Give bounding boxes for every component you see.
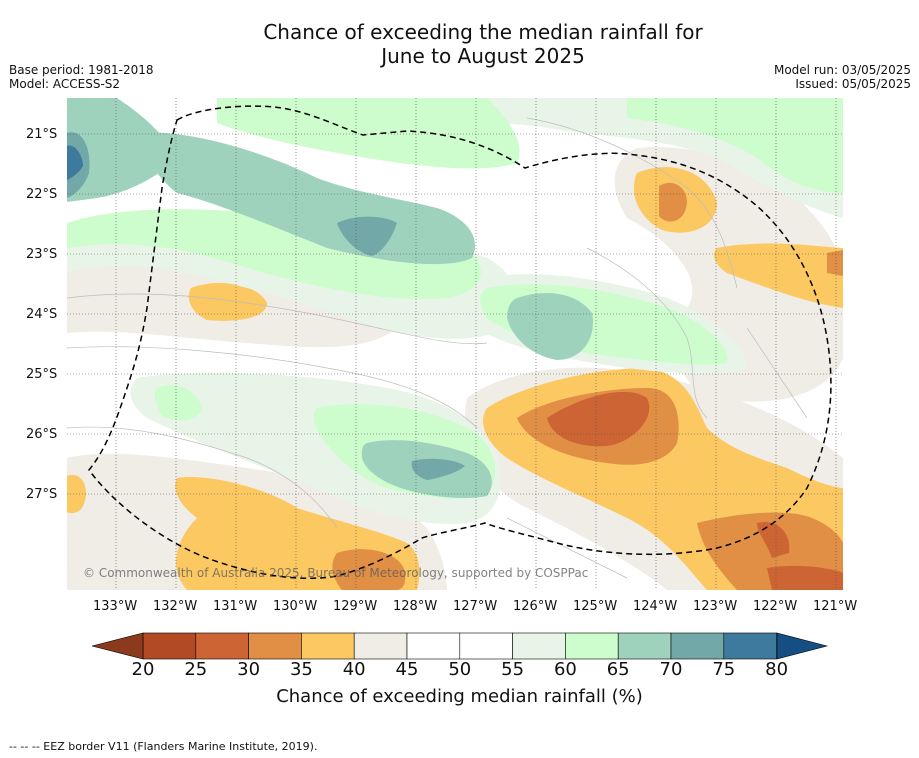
lon-label: 132°W: [153, 599, 198, 614]
lon-label: 124°W: [633, 599, 678, 614]
eez-footnote: -- -- -- EEZ border V11 (Flanders Marine…: [9, 740, 318, 753]
colorbar-segment: [195, 632, 249, 660]
lat-label: 27°S: [26, 487, 58, 502]
colorbar-tick-label: 70: [659, 659, 683, 680]
colorbar-segment: [512, 632, 566, 660]
graticule: [67, 98, 843, 590]
colorbar-left-arrow: [91, 632, 144, 660]
colorbar-segment: [406, 632, 461, 660]
title-line-2: June to August 2025: [381, 44, 585, 68]
lat-label: 22°S: [26, 187, 58, 202]
model-run-label: Model run: 03/05/2025: [773, 63, 911, 77]
colorbar-tick-label: 30: [237, 659, 261, 680]
colorbar-tick-label: 45: [395, 659, 419, 680]
colorbar-segments: [142, 632, 777, 660]
meta-left: Base period: 1981-2018 Model: ACCESS-S2: [9, 63, 154, 91]
colorbar-right-arrow: [776, 632, 829, 660]
colorbar-tick-label: 20: [131, 659, 155, 680]
colorbar-tick-label: 40: [342, 659, 366, 680]
lon-label: 123°W: [693, 599, 738, 614]
colorbar-tick-label: 50: [448, 659, 472, 680]
colorbar-segment: [353, 632, 408, 660]
lon-label: 122°W: [753, 599, 798, 614]
colorbar-tick-label: 60: [553, 659, 577, 680]
colorbar-segment: [459, 632, 513, 660]
lon-label: 128°W: [393, 599, 438, 614]
chart-title: Chance of exceeding the median rainfall …: [0, 20, 919, 68]
rainfall-map: [67, 98, 843, 590]
colorbar-tick-label: 25: [184, 659, 208, 680]
colorbar-segment: [670, 632, 725, 660]
colorbar-tick-label: 35: [289, 659, 313, 680]
lat-label: 24°S: [26, 307, 58, 322]
zone-30-deep-orange: [547, 391, 843, 590]
zone-80-blue: [67, 145, 83, 180]
colorbar: [91, 632, 829, 660]
lat-label: 25°S: [26, 367, 58, 382]
lon-label: 126°W: [513, 599, 558, 614]
colorbar-tick-label: 65: [606, 659, 630, 680]
copyright-text: © Commonwealth of Australia 2025, Bureau…: [83, 566, 589, 580]
lon-label: 127°W: [453, 599, 498, 614]
lat-label: 26°S: [26, 427, 58, 442]
model-label: Model: ACCESS-S2: [9, 77, 121, 91]
lon-label: 133°W: [93, 599, 138, 614]
lon-label: 131°W: [213, 599, 258, 614]
colorbar-segment: [565, 632, 619, 660]
lat-label: 23°S: [26, 247, 58, 262]
colorbar-title: Chance of exceeding median rainfall (%): [276, 686, 643, 707]
eez-border: [88, 105, 832, 579]
colorbar-segment: [248, 632, 302, 660]
lon-label: 130°W: [273, 599, 318, 614]
base-period-label: Base period: 1981-2018: [9, 63, 154, 77]
lon-label: 125°W: [573, 599, 618, 614]
map-panel: [67, 98, 843, 590]
colorbar-tick-label: 55: [501, 659, 525, 680]
colorbar-tick-label: 80: [765, 659, 789, 680]
colorbar-segment: [617, 632, 672, 660]
colorbar-segment: [723, 632, 777, 660]
title-line-1: Chance of exceeding the median rainfall …: [263, 20, 703, 44]
lon-label: 129°W: [333, 599, 378, 614]
colorbar-segment: [142, 632, 197, 660]
colorbar-tick-label: 75: [712, 659, 736, 680]
lat-label: 21°S: [26, 127, 58, 142]
issued-label: Issued: 05/05/2025: [795, 77, 911, 91]
lon-label: 121°W: [813, 599, 858, 614]
meta-right: Model run: 03/05/2025 Issued: 05/05/2025: [774, 63, 911, 91]
colorbar-segment: [301, 632, 355, 660]
